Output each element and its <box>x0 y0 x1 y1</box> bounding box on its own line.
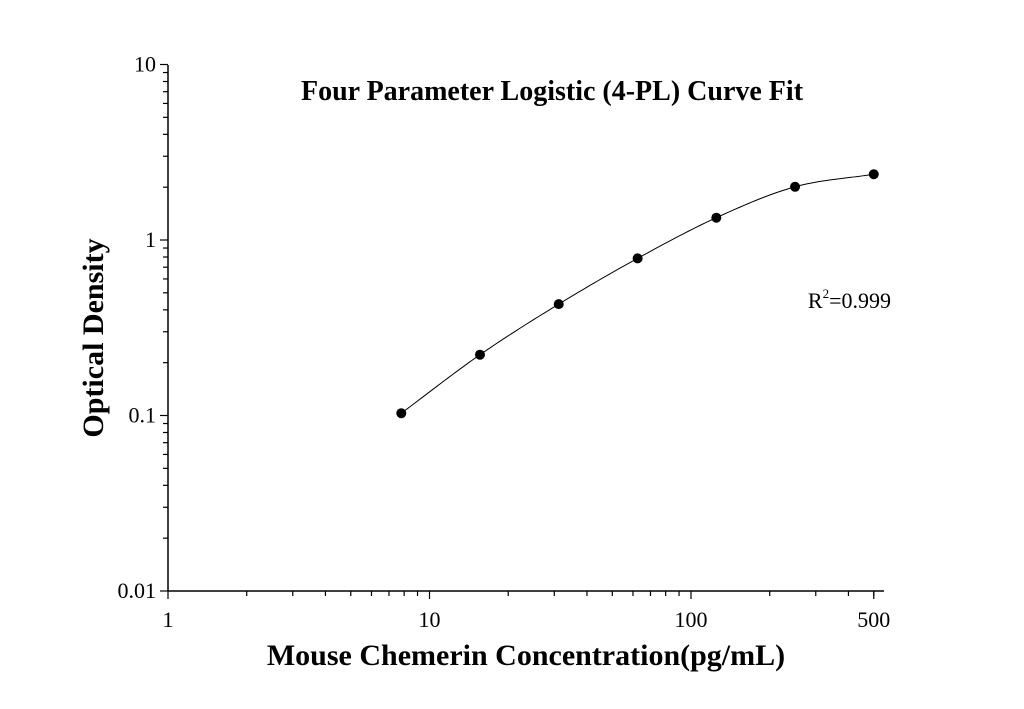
data-points <box>396 169 879 419</box>
y-axis-label: Optical Density <box>77 238 110 437</box>
data-point <box>396 408 407 419</box>
x-axis-label: Mouse Chemerin Concentration(pg/mL) <box>267 639 785 672</box>
y-tick-label: 0.01 <box>118 578 157 603</box>
x-ticks <box>167 591 875 599</box>
r-squared-superscript: 2 <box>823 286 830 301</box>
data-point <box>790 181 801 192</box>
data-point <box>553 299 564 310</box>
data-point <box>475 349 486 360</box>
x-tick-label: 1 <box>163 607 174 632</box>
x-tick-label: 10 <box>419 607 441 632</box>
data-point <box>632 253 643 264</box>
data-point <box>711 212 722 223</box>
x-tick-label: 100 <box>675 607 708 632</box>
y-tick-label: 1 <box>145 227 156 252</box>
y-ticks <box>160 63 168 592</box>
y-tick-label: 10 <box>134 52 156 77</box>
y-tick-label: 0.1 <box>129 403 157 428</box>
r-squared-value: =0.999 <box>829 288 891 313</box>
chart-title: Four Parameter Logistic (4-PL) Curve Fit <box>301 76 804 107</box>
x-tick-labels: 1 10 100 500 <box>163 607 891 632</box>
x-tick-label: 500 <box>857 607 890 632</box>
plot-area <box>167 65 884 592</box>
r-squared-letter: R <box>808 288 823 313</box>
data-point <box>868 169 879 180</box>
r-squared-annotation: R2=0.999 <box>808 286 891 313</box>
fit-curve <box>400 173 874 414</box>
y-tick-labels: 0.01 0.1 1 10 <box>118 52 157 604</box>
